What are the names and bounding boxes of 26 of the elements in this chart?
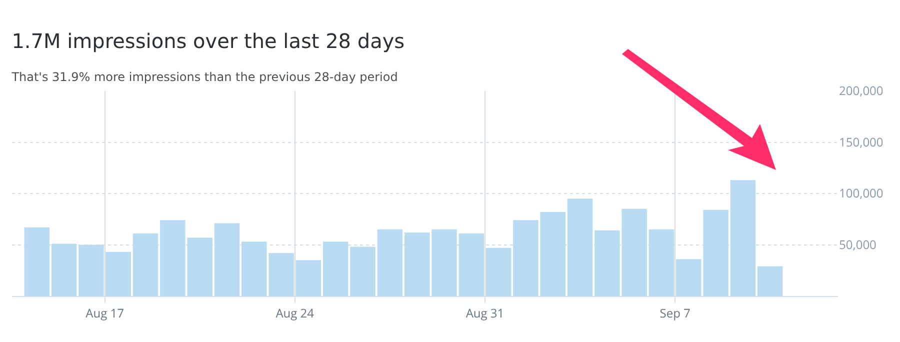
- y-tick-label: 100,000: [839, 184, 884, 202]
- bar: [432, 229, 457, 296]
- x-tick-label: Aug 17: [86, 304, 124, 322]
- bar: [51, 244, 77, 296]
- bar: [757, 266, 783, 296]
- bar: [24, 227, 50, 296]
- bar: [648, 229, 674, 296]
- bar: [350, 246, 376, 296]
- bar: [377, 229, 403, 296]
- x-tick-label: Aug 31: [466, 304, 504, 322]
- y-tick-label: 200,000: [839, 82, 884, 100]
- bar: [730, 180, 756, 296]
- bar: [214, 223, 240, 296]
- x-tick-label: Sep 7: [660, 304, 691, 322]
- y-tick-label: 150,000: [839, 133, 884, 150]
- bar: [132, 233, 158, 296]
- bar: [567, 198, 593, 296]
- y-tick-label: 50,000: [839, 236, 877, 253]
- bar: [486, 248, 512, 296]
- x-tick-label: Aug 24: [276, 304, 314, 322]
- bar: [322, 242, 348, 296]
- bar: [404, 232, 430, 296]
- bar: [296, 260, 322, 296]
- chart-subtitle: That's 31.9% more impressions than the previous 28-day period: [10, 70, 398, 84]
- chart-title: 1.7M impressions over the last 28 days: [12, 29, 405, 54]
- bar: [458, 233, 484, 296]
